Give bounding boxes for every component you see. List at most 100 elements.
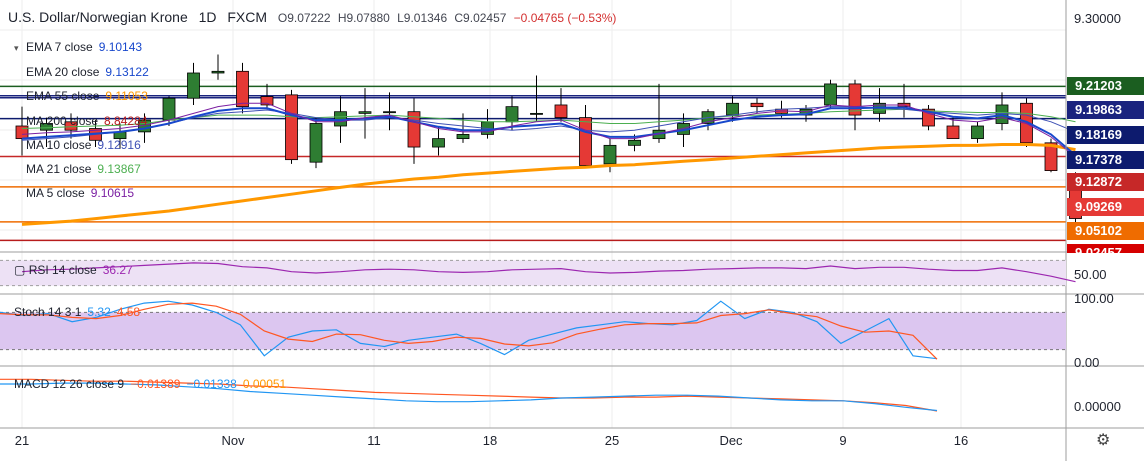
symbol-name: U.S. Dollar/Norwegian Krone	[8, 9, 188, 25]
price-label: 9.17378	[1067, 151, 1144, 169]
price-label: 9.02457	[1067, 244, 1144, 253]
candle-body	[750, 102, 764, 108]
legend-row[interactable]: EMA 55 close 9.11053	[14, 84, 149, 108]
price-tick-label: 9.30000	[1074, 11, 1121, 26]
candle-body	[628, 139, 641, 146]
candle-body	[40, 123, 53, 131]
time-tick-label: Nov	[221, 433, 245, 448]
price-label: 9.21203	[1067, 77, 1144, 95]
macd-line	[0, 378, 938, 412]
chevron-down-icon[interactable]: ▾	[14, 43, 19, 53]
high-value: H9.07880	[337, 11, 390, 25]
candle-body	[15, 125, 29, 140]
legend-value: 9.10615	[90, 186, 135, 201]
legend-name: MA 10 close	[26, 137, 92, 152]
legend-value: 8.84284	[104, 113, 148, 128]
ma-line	[21, 106, 1076, 141]
rsi-line	[21, 262, 1076, 283]
stoch-name: Stoch 14 3 1	[14, 305, 82, 319]
legend-value: 9.13122	[105, 65, 149, 80]
time-tick-label: 9	[839, 433, 846, 448]
candle-body	[971, 125, 984, 140]
macd-signal-value: −0.01338	[186, 377, 237, 391]
price-label: 9.12872	[1067, 173, 1144, 191]
ma-line	[21, 143, 1076, 226]
time-tick-label: 11	[367, 433, 381, 448]
low-value: L9.01346	[397, 11, 448, 25]
stoch-d-value: 4.58	[116, 305, 141, 319]
stoch-k-value: 5.32	[87, 305, 111, 319]
candle-body	[946, 125, 960, 140]
time-tick-label: Dec	[719, 433, 743, 448]
legend-name: EMA 55 close	[26, 89, 100, 104]
macd-value: −0.01389	[130, 377, 181, 391]
stoch-legend: Stoch 14 3 1 5.32 4.58	[14, 305, 140, 319]
legend-value: 9.12916	[97, 137, 141, 152]
ma-line	[21, 106, 1077, 157]
macd-tick-label: 0.00000	[1074, 399, 1121, 414]
open-value: O9.07222	[277, 11, 331, 25]
legend-value: 9.10143	[98, 40, 143, 54]
interval[interactable]: 1D	[198, 9, 217, 25]
time-tick-label: 21	[15, 433, 29, 448]
exchange: FXCM	[227, 9, 268, 25]
close-value: C9.02457	[454, 11, 507, 25]
candle-body	[64, 121, 78, 131]
rsi-value: 36.27	[102, 263, 133, 277]
macd-name: MACD 12 26 close 9	[14, 377, 125, 391]
rsi-name: RSI 14 close	[28, 263, 97, 277]
stoch-tick-label: 100.00	[1074, 291, 1114, 306]
candle-body	[726, 102, 739, 116]
legend-row[interactable]: MA 21 close 9.13867	[14, 157, 149, 181]
legend-name: MA 5 close	[26, 186, 85, 201]
candle-body	[579, 117, 592, 166]
stoch-k-line	[0, 300, 938, 360]
price-label: 9.18169	[1067, 126, 1144, 144]
ma-line	[21, 102, 1076, 158]
time-tick-label: 18	[483, 433, 497, 448]
chart-header: U.S. Dollar/Norwegian Krone 1D FXCM O9.0…	[8, 9, 616, 25]
legend-row[interactable]: MA 10 close 9.12916	[14, 133, 149, 157]
legend-name: MA 21 close	[26, 162, 92, 177]
candle-body	[285, 94, 298, 161]
legend-name: MA 200 close	[26, 113, 99, 128]
candle-body	[554, 104, 568, 118]
stoch-band	[0, 312, 1066, 350]
time-tick-label: 25	[605, 433, 619, 448]
candle-body	[432, 138, 445, 148]
candle-body	[211, 70, 225, 74]
stoch-d-line	[0, 302, 938, 360]
macd-signal-line	[0, 382, 938, 412]
candle-body	[922, 108, 935, 127]
stoch-tick-label: 0.00	[1074, 355, 1099, 370]
time-tick-label: 16	[954, 433, 968, 448]
candle-body	[358, 111, 372, 114]
legend-name: EMA 20 close	[26, 65, 100, 80]
change-value: −0.04765 (−0.53%)	[513, 11, 617, 25]
price-label: 9.19863	[1067, 101, 1144, 119]
candle-body	[260, 96, 274, 106]
candle-body	[383, 111, 396, 114]
legend-row[interactable]: EMA 20 close 9.13122	[14, 60, 149, 84]
candle-body	[530, 112, 543, 115]
legend-row[interactable]: MA 200 close 8.84284	[14, 109, 149, 133]
candle-body	[505, 106, 519, 123]
macd-legend: MACD 12 26 close 9 −0.01389 −0.01338 0.0005…	[14, 377, 286, 391]
macd-hist-value: 0.00051	[242, 377, 287, 391]
rsi-tick-label: 50.00	[1074, 267, 1107, 282]
candle-body	[236, 70, 249, 108]
indicator-legend: ▾ EMA 7 close 9.10143 EMA 20 close 9.13122 EM…	[14, 35, 149, 205]
candle-body	[824, 83, 837, 106]
legend-row[interactable]: MA 5 close 9.10615	[14, 181, 149, 205]
collapse-icon[interactable]: ▢	[14, 263, 26, 277]
rsi-legend: ▢ RSI 14 close 36.27	[14, 263, 133, 277]
price-label: 9.09269	[1067, 198, 1144, 216]
candle-body	[309, 123, 323, 163]
legend-row[interactable]: ▾ EMA 7 close 9.10143	[14, 35, 149, 60]
gear-icon[interactable]: ⚙	[1096, 432, 1111, 449]
candle-body	[1044, 142, 1058, 171]
rsi-band	[0, 260, 1066, 286]
candle-body	[162, 97, 176, 121]
candle-body	[456, 134, 470, 140]
